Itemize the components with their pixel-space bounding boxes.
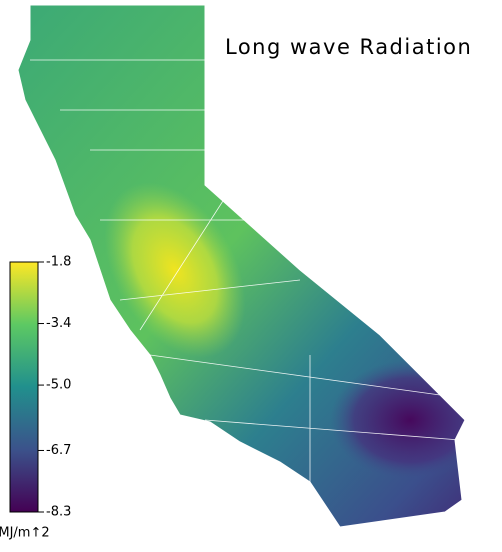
colorbar — [9, 261, 39, 513]
map-title: Long wave Radiation — [225, 35, 472, 59]
tick-label: -8.3 — [46, 505, 71, 520]
colorbar-ticks: -1.8 -3.4 -5.0 -6.7 -8.3 — [38, 255, 71, 520]
colorbar-label: MJ/m↑2 — [0, 526, 50, 541]
tick-label: -1.8 — [46, 255, 71, 270]
tick-label: -6.7 — [46, 443, 71, 458]
tick-label: -3.4 — [46, 316, 71, 331]
tick-label: -5.0 — [46, 378, 71, 393]
